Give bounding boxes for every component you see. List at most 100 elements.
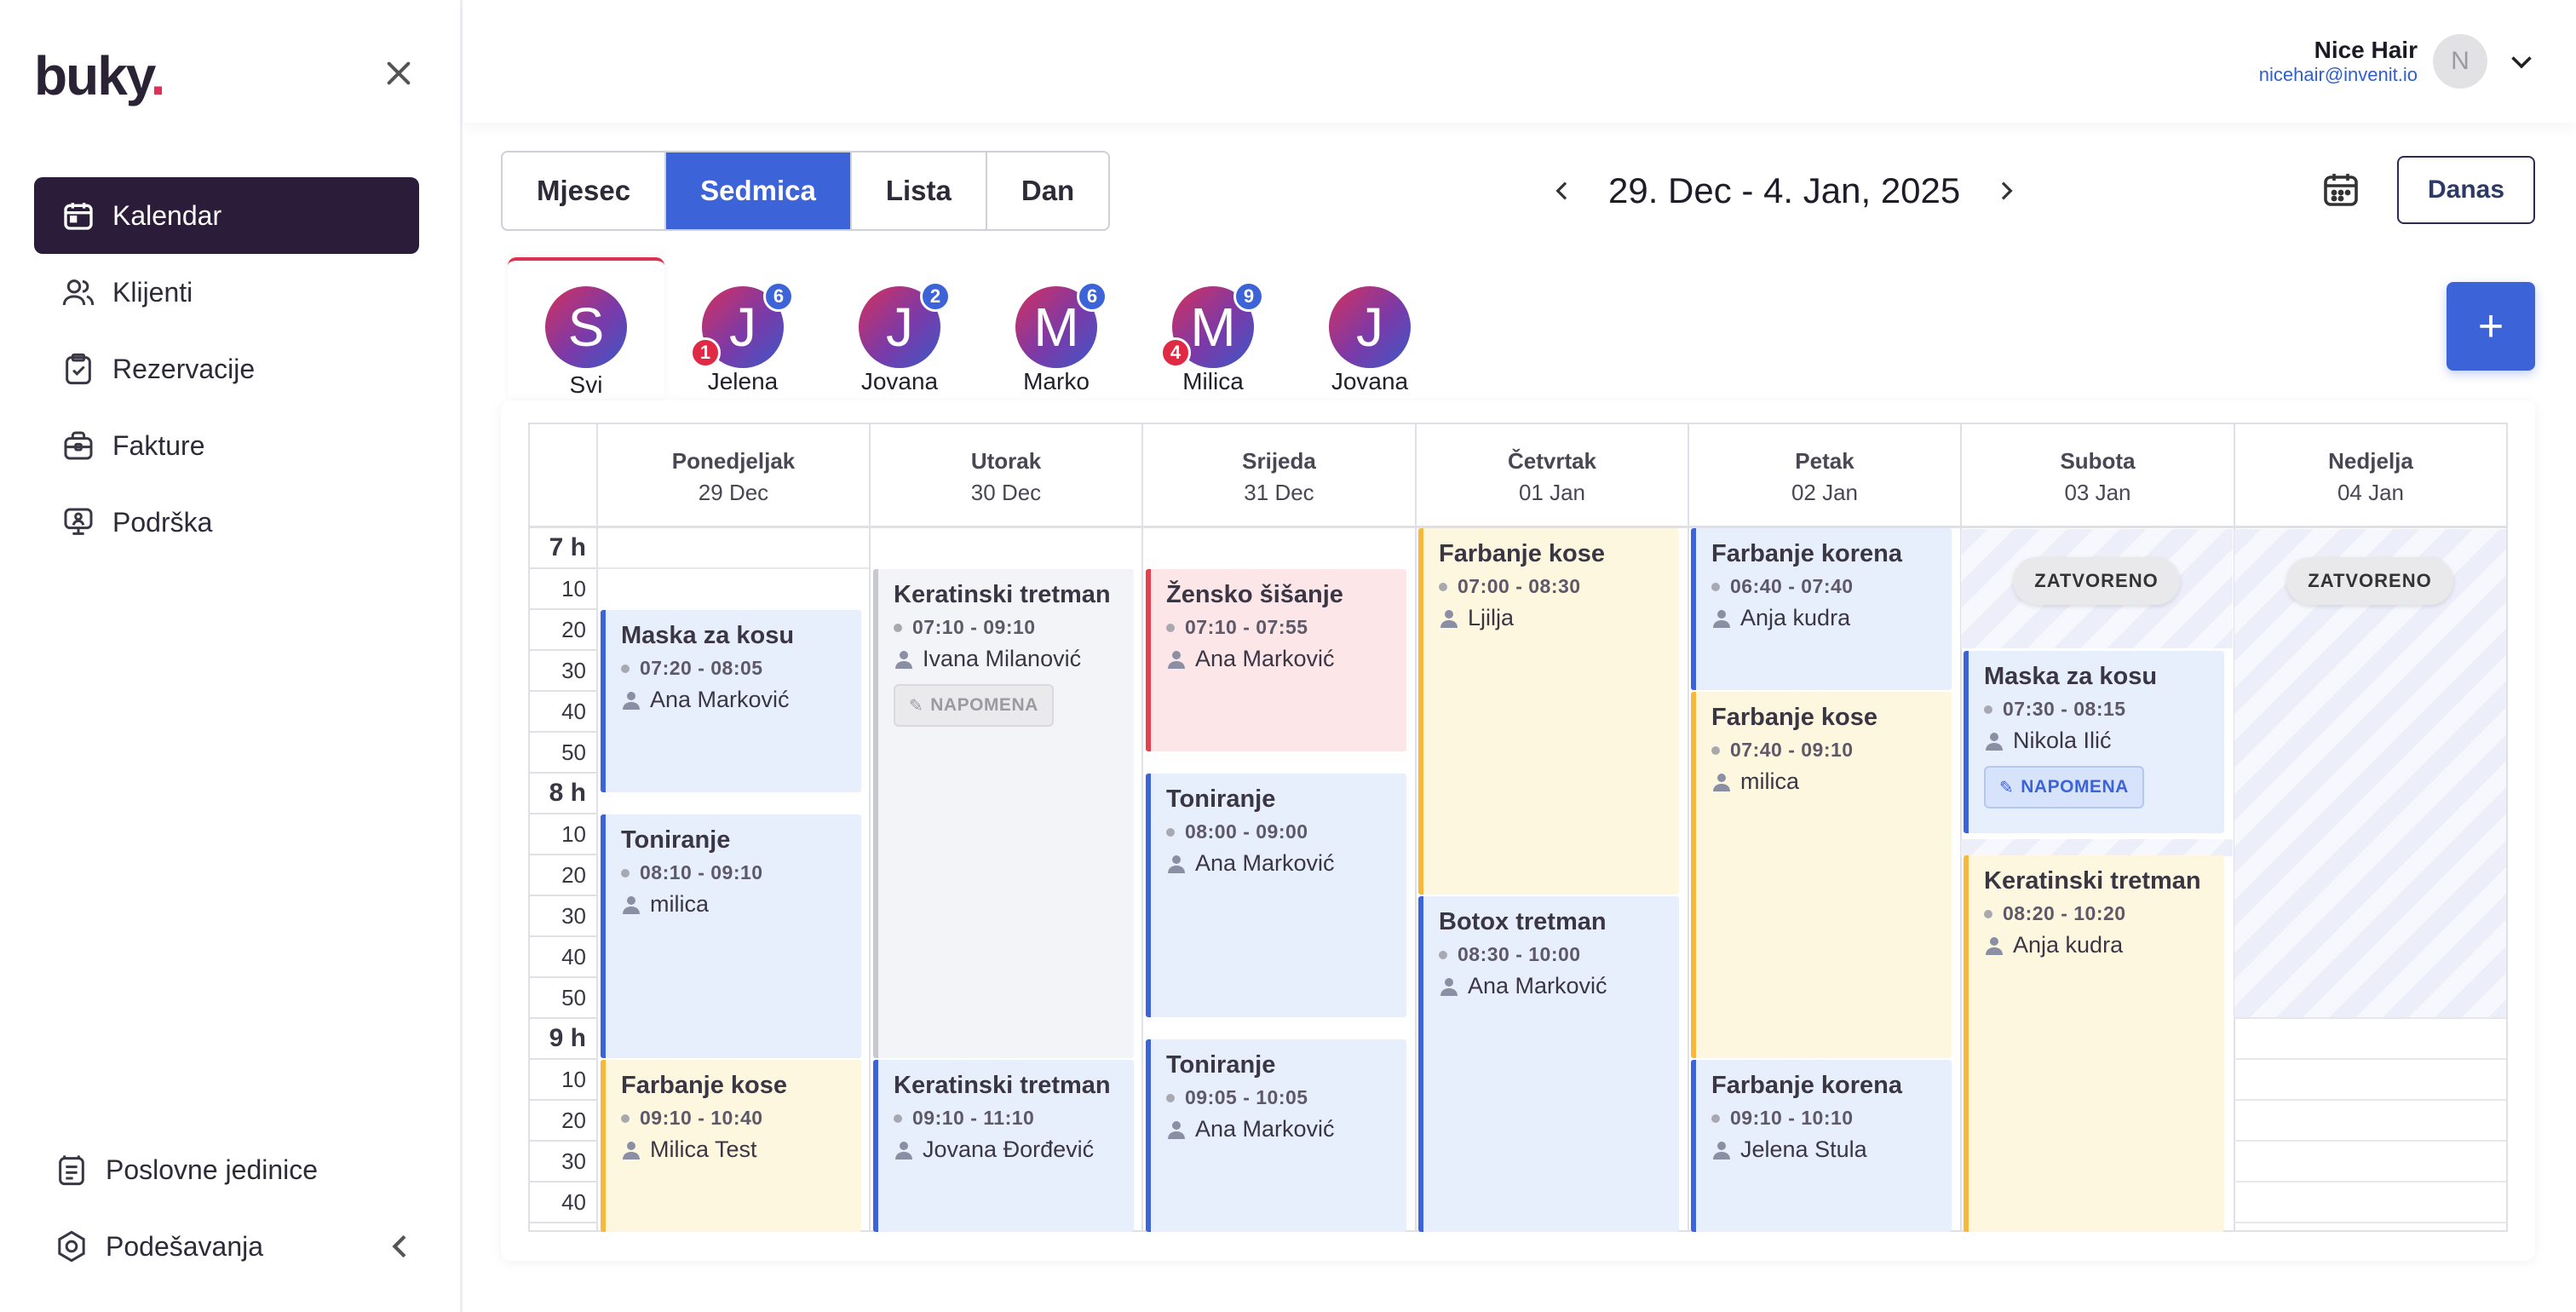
sidebar-item-podesavanja[interactable]: Podešavanja bbox=[34, 1208, 419, 1285]
appointment-client: Jovana Đorđević bbox=[894, 1136, 1118, 1163]
grid-line bbox=[2234, 1058, 2506, 1060]
collapse-sidebar-icon[interactable] bbox=[382, 1228, 419, 1265]
appointment-time: 09:10 - 10:40 bbox=[621, 1107, 846, 1130]
appointment-card[interactable]: Toniranje 08:10 - 09:10 milica bbox=[601, 814, 861, 1058]
appointment-card[interactable]: Maska za kosu 07:20 - 08:05 Ana Marković bbox=[601, 610, 861, 792]
pencil-icon: ✎ bbox=[909, 696, 924, 716]
staff-marko[interactable]: M 6 Marko bbox=[978, 257, 1135, 399]
person-icon bbox=[623, 895, 640, 914]
appointment-card[interactable]: Toniranje 08:00 - 09:00 Ana Marković bbox=[1146, 774, 1406, 1017]
appointment-card[interactable]: Keratinski tretman 08:20 - 10:20 Anja ku… bbox=[1964, 855, 2224, 1232]
grid-line bbox=[596, 567, 869, 569]
avatar: M bbox=[1015, 286, 1097, 368]
sidebar-item-kalendar[interactable]: Kalendar bbox=[34, 177, 419, 254]
appointment-time: 07:40 - 09:10 bbox=[1711, 739, 1936, 762]
staff-jovana-2[interactable]: J Jovana bbox=[1291, 257, 1448, 399]
sidebar-bottom-nav: Poslovne jedinice Podešavanja bbox=[34, 1131, 419, 1285]
date-picker-icon[interactable] bbox=[2320, 169, 2361, 210]
count-badge: 6 bbox=[1077, 281, 1107, 312]
appointment-card[interactable]: Toniranje 09:05 - 10:05 Ana Marković bbox=[1146, 1039, 1406, 1232]
view-month-button[interactable]: Mjesec bbox=[503, 152, 667, 229]
appointment-card[interactable]: Farbanje kose 07:00 - 08:30 Ljilja bbox=[1418, 528, 1679, 895]
staff-jelena[interactable]: J 6 1 Jelena bbox=[664, 257, 821, 399]
appointment-card[interactable]: Botox tretman 08:30 - 10:00 Ana Marković bbox=[1418, 896, 1679, 1232]
view-week-button[interactable]: Sedmica bbox=[666, 152, 852, 229]
appointment-card[interactable]: Keratinski tretman 09:10 - 11:10 Jovana … bbox=[873, 1060, 1134, 1232]
time-tick: 30 bbox=[528, 896, 596, 937]
appointment-client: Ana Marković bbox=[1166, 850, 1391, 877]
day-header-tuesday: Utorak 30 Dec bbox=[869, 423, 1141, 528]
appointment-title: Toniranje bbox=[1166, 785, 1276, 813]
day-header-sunday: Nedjelja 04 Jan bbox=[2234, 423, 2506, 528]
time-tick: 30 bbox=[528, 1142, 596, 1183]
appointment-card[interactable]: Farbanje korena 06:40 - 07:40 Anja kudra bbox=[1691, 528, 1952, 690]
sidebar-item-poslovne-jedinice[interactable]: Poslovne jedinice bbox=[34, 1131, 419, 1208]
time-tick: 20 bbox=[528, 610, 596, 651]
prev-week-button[interactable] bbox=[1542, 170, 1583, 211]
pencil-icon: ✎ bbox=[1999, 778, 2015, 797]
staff-name: Milica bbox=[1182, 368, 1244, 394]
appointment-card[interactable]: Keratinski tretman 07:10 - 09:10 Ivana M… bbox=[873, 569, 1134, 1058]
avatar: J bbox=[1329, 286, 1411, 368]
time-tick: 10 bbox=[528, 569, 596, 610]
date-navigation: 29. Dec - 4. Jan, 2025 bbox=[1542, 162, 2027, 220]
today-button[interactable]: Danas bbox=[2397, 156, 2535, 224]
appointment-card[interactable]: Maska za kosu 07:30 - 08:15 Nikola Ilić … bbox=[1964, 651, 2224, 833]
staff-jovana[interactable]: J 2 Jovana bbox=[821, 257, 978, 399]
person-icon bbox=[623, 691, 640, 710]
time-tick: 20 bbox=[528, 855, 596, 896]
appointment-time: 08:30 - 10:00 bbox=[1439, 943, 1664, 966]
appointment-title: Botox tretman bbox=[1439, 908, 1607, 935]
person-icon bbox=[895, 650, 912, 669]
appointment-title: Keratinski tretman bbox=[894, 581, 1111, 608]
appointment-time: 08:10 - 09:10 bbox=[621, 861, 846, 884]
closed-block bbox=[2234, 529, 2506, 1017]
appointment-title: Toniranje bbox=[621, 826, 731, 854]
view-day-button[interactable]: Dan bbox=[1021, 175, 1075, 206]
note-button[interactable]: ✎ NAPOMENA bbox=[1984, 766, 2144, 808]
appointment-card[interactable]: Farbanje korena 09:10 - 10:10 Jelena Stu… bbox=[1691, 1060, 1952, 1232]
sidebar-item-label: Poslovne jedinice bbox=[106, 1154, 319, 1185]
appointment-card[interactable]: Farbanje kose 07:40 - 09:10 milica bbox=[1691, 692, 1952, 1058]
close-sidebar-icon[interactable] bbox=[382, 56, 416, 90]
logo[interactable]: buky. bbox=[34, 45, 165, 106]
appointment-card[interactable]: Žensko šišanje 07:10 - 07:55 Ana Markovi… bbox=[1146, 569, 1406, 751]
staff-name: Jovana bbox=[1331, 368, 1409, 394]
person-icon bbox=[1168, 1120, 1185, 1139]
appointment-title: Farbanje korena bbox=[1711, 1072, 1903, 1099]
note-button[interactable]: ✎ NAPOMENA bbox=[894, 684, 1054, 727]
sidebar-item-klijenti[interactable]: Klijenti bbox=[34, 254, 419, 331]
sidebar-item-label: Kalendar bbox=[112, 199, 222, 231]
staff-all[interactable]: S Svi bbox=[508, 257, 664, 399]
closed-badge-sunday: ZATVORENO bbox=[2286, 557, 2453, 605]
person-icon bbox=[1713, 773, 1730, 791]
person-icon bbox=[1168, 855, 1185, 873]
add-appointment-button[interactable]: + bbox=[2447, 282, 2535, 371]
clipboard-check-icon bbox=[61, 352, 95, 386]
sidebar-item-rezervacije[interactable]: Rezervacije bbox=[34, 331, 419, 407]
sidebar-item-fakture[interactable]: Fakture bbox=[34, 407, 419, 484]
day-header-monday: Ponedjeljak 29 Dec bbox=[596, 423, 869, 528]
time-tick: 8 h bbox=[528, 774, 596, 814]
appointment-time: 09:05 - 10:05 bbox=[1166, 1086, 1391, 1109]
avatar[interactable]: N bbox=[2433, 34, 2487, 89]
user-email: nicehair@invenit.io bbox=[2258, 64, 2418, 85]
count-badge: 9 bbox=[1233, 281, 1264, 312]
time-tick: 40 bbox=[528, 937, 596, 978]
appointment-card[interactable]: Farbanje kose 09:10 - 10:40 Milica Test bbox=[601, 1060, 861, 1232]
appointment-client: Jelena Stula bbox=[1711, 1136, 1936, 1163]
appointment-title: Keratinski tretman bbox=[1984, 867, 2201, 895]
next-week-button[interactable] bbox=[1986, 170, 2027, 211]
appointment-client: Nikola Ilić bbox=[1984, 728, 2209, 754]
user-menu[interactable]: Nice Hair nicehair@invenit.io N bbox=[2259, 34, 2537, 89]
top-bar: Nice Hair nicehair@invenit.io N bbox=[463, 0, 2576, 123]
sidebar-item-podrska[interactable]: Podrška bbox=[34, 484, 419, 561]
staff-milica[interactable]: M 9 4 Milica bbox=[1135, 257, 1291, 399]
closed-block bbox=[1961, 839, 2233, 856]
briefcase-icon bbox=[61, 429, 95, 463]
appointment-time: 09:10 - 10:10 bbox=[1711, 1107, 1936, 1130]
day-header-thursday: Četvrtak 01 Jan bbox=[1415, 423, 1688, 528]
calendar-icon bbox=[61, 199, 95, 233]
chevron-down-icon[interactable] bbox=[2506, 46, 2537, 77]
view-list-button[interactable]: Lista bbox=[852, 152, 987, 229]
